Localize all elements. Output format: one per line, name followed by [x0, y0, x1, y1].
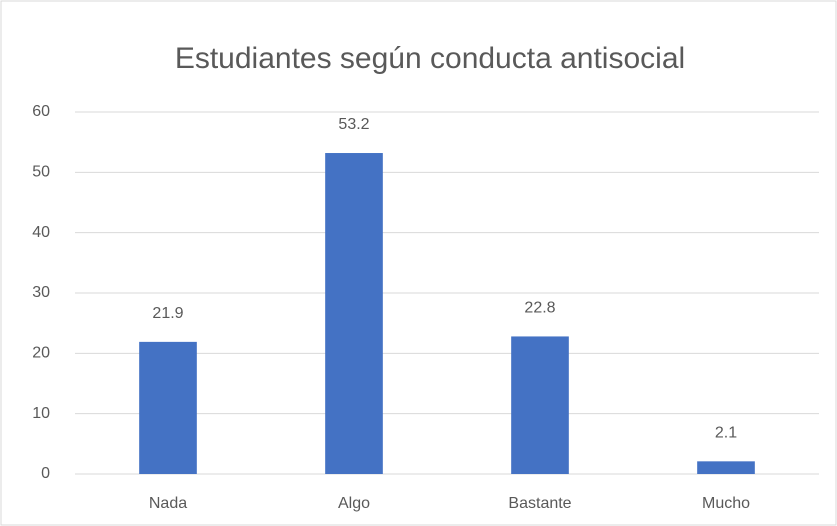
x-tick-label: Bastante	[508, 495, 571, 512]
data-label: 53.2	[338, 116, 369, 133]
bar	[325, 153, 383, 474]
x-tick-label: Nada	[149, 495, 187, 512]
y-tick-label: 20	[32, 345, 50, 362]
y-tick-label: 0	[41, 465, 50, 482]
y-tick-label: 10	[32, 405, 50, 422]
data-label: 21.9	[152, 305, 183, 322]
y-tick-label: 50	[32, 164, 50, 181]
x-tick-label: Algo	[338, 495, 370, 512]
y-tick-label: 40	[32, 224, 50, 241]
data-label: 2.1	[715, 425, 737, 442]
chart-title: Estudiantes según conducta antisocial	[175, 42, 685, 75]
bar	[697, 461, 755, 474]
bar	[139, 341, 197, 474]
bar	[511, 336, 569, 474]
y-tick-label: 60	[32, 103, 50, 120]
y-tick-label: 30	[32, 284, 50, 301]
data-label: 22.8	[524, 300, 555, 317]
x-tick-label: Mucho	[702, 495, 750, 512]
